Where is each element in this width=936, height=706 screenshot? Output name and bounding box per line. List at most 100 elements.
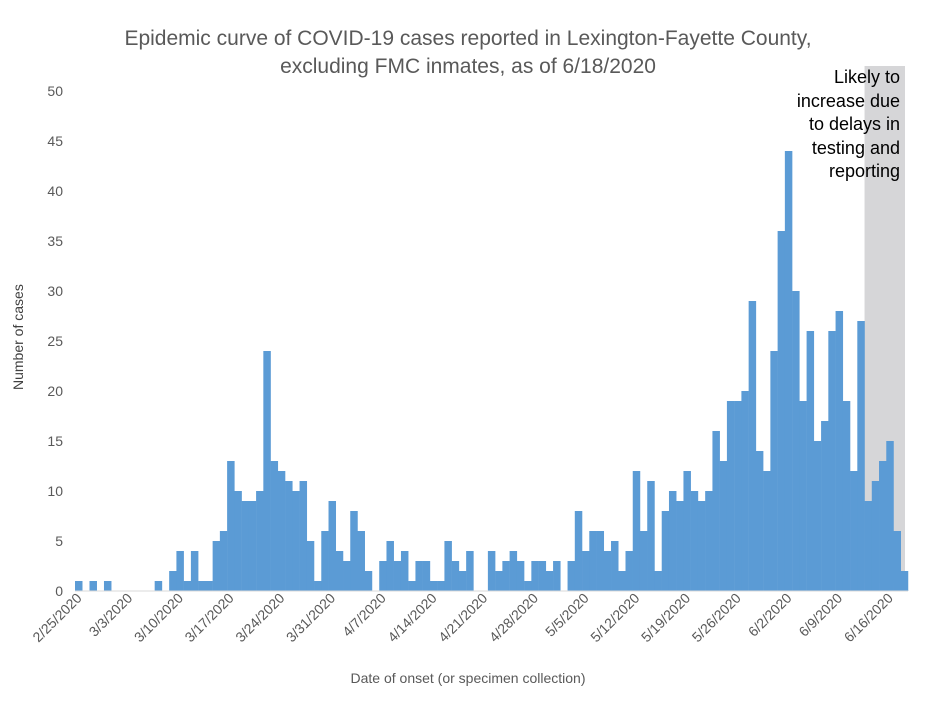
x-tick-label: 5/19/2020: [638, 590, 694, 646]
x-tick-label: 3/17/2020: [181, 590, 237, 646]
bar: [893, 531, 901, 591]
bar: [770, 351, 778, 591]
y-tick-label: 25: [47, 333, 63, 349]
y-tick-label: 0: [55, 583, 63, 599]
annotation-line: reporting: [828, 161, 900, 181]
bar: [625, 551, 633, 591]
bar: [748, 301, 757, 591]
bar: [502, 561, 510, 591]
bar: [458, 571, 467, 591]
x-tick-label: 5/5/2020: [542, 590, 592, 640]
bar: [103, 581, 112, 591]
bar: [89, 581, 97, 591]
annotation-line: increase due: [796, 90, 900, 111]
bar: [314, 581, 322, 591]
bar: [690, 491, 699, 591]
bar: [516, 561, 525, 591]
bar: [335, 551, 344, 591]
bar: [487, 551, 496, 591]
bar: [763, 471, 771, 591]
bar: [618, 571, 626, 591]
y-tick-label: 40: [47, 183, 63, 199]
bar: [719, 461, 728, 591]
bar: [611, 541, 619, 591]
bar-series-cases: [75, 151, 909, 591]
bar: [437, 581, 445, 591]
bar: [632, 471, 641, 591]
bar: [603, 551, 612, 591]
y-axis: 0 5 10 15 20 25 30 35 40 45 50: [47, 83, 63, 599]
bar: [379, 561, 387, 591]
y-axis-label: Number of cases: [10, 284, 26, 390]
bar: [524, 581, 532, 591]
bar: [574, 511, 583, 591]
bar: [263, 351, 271, 591]
bar: [422, 561, 431, 591]
bar: [806, 331, 815, 591]
bar: [219, 531, 228, 591]
bar: [466, 551, 474, 591]
y-tick-label: 10: [47, 483, 63, 499]
bar: [545, 571, 554, 591]
bar: [256, 491, 264, 591]
bar: [647, 481, 655, 591]
y-tick-label: 5: [55, 533, 63, 549]
bar: [886, 441, 894, 591]
bar: [509, 551, 518, 591]
bar: [205, 581, 213, 591]
x-tick-label: 3/10/2020: [131, 590, 187, 646]
y-tick-label: 20: [47, 383, 63, 399]
y-tick-label: 35: [47, 233, 63, 249]
chart-title-line-2: excluding FMC inmates, as of 6/18/2020: [280, 55, 656, 78]
bar: [393, 561, 402, 591]
bar: [734, 401, 742, 591]
bar: [661, 511, 670, 591]
bar: [415, 561, 423, 591]
bar: [75, 581, 83, 591]
bar: [784, 151, 793, 591]
bar: [183, 581, 192, 591]
bar: [553, 561, 561, 591]
x-tick-label: 4/21/2020: [435, 590, 491, 646]
bar: [408, 581, 416, 591]
y-tick-label: 45: [47, 133, 63, 149]
bar: [828, 331, 836, 591]
bar: [285, 481, 293, 591]
x-axis-label: Date of onset (or specimen collection): [350, 670, 586, 686]
bar: [871, 481, 880, 591]
bar: [531, 561, 539, 591]
x-tick-label: 5/12/2020: [587, 590, 643, 646]
bar: [277, 471, 286, 591]
bar: [864, 501, 873, 591]
bar: [741, 391, 749, 591]
x-tick-label: 4/7/2020: [339, 590, 389, 640]
bar: [190, 551, 199, 591]
y-tick-label: 50: [47, 83, 63, 99]
bar: [241, 501, 250, 591]
bar: [444, 541, 452, 591]
x-tick-label: 3/31/2020: [283, 590, 339, 646]
x-axis: 2/25/2020 3/3/20203/10/20203/17/20203/24/…: [29, 590, 908, 646]
bar: [726, 401, 735, 591]
bar: [270, 461, 279, 591]
bar: [596, 531, 605, 591]
bar: [813, 441, 822, 591]
bar: [321, 531, 329, 591]
bar: [639, 531, 648, 591]
bar: [835, 311, 844, 591]
bar: [248, 501, 257, 591]
bar: [343, 561, 351, 591]
bar: [429, 581, 438, 591]
bar: [582, 551, 590, 591]
bar: [589, 531, 597, 591]
bar: [400, 551, 409, 591]
x-tick-label: 5/26/2020: [689, 590, 745, 646]
bar: [495, 571, 503, 591]
bar: [676, 501, 684, 591]
bar: [712, 431, 720, 591]
x-tick-label: 3/3/2020: [86, 590, 136, 640]
bar: [654, 571, 662, 591]
x-tick-label: 4/14/2020: [384, 590, 440, 646]
bar: [538, 561, 547, 591]
x-tick-label: 3/24/2020: [232, 590, 288, 646]
